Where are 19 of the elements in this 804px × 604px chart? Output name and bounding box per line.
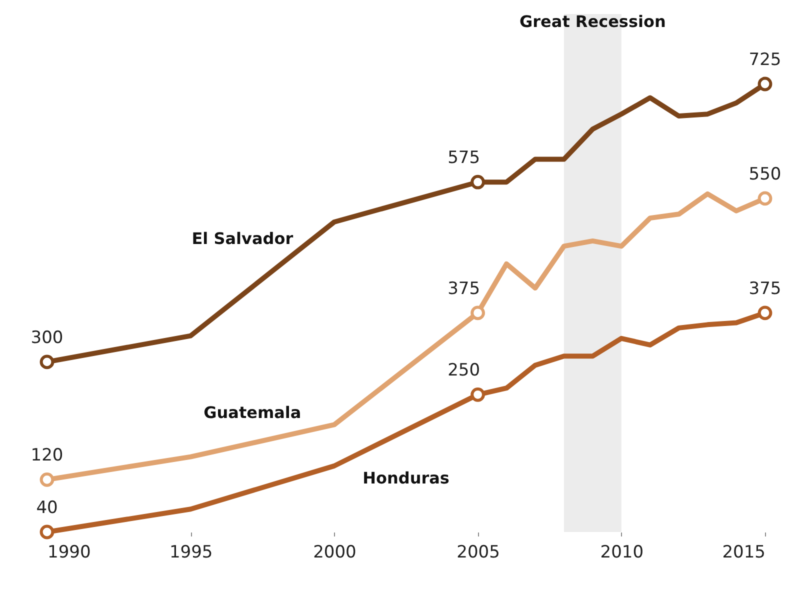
- series-label: El Salvador: [192, 228, 294, 248]
- data-label: 375: [448, 278, 480, 299]
- x-tick-label: 1995: [169, 542, 213, 562]
- data-label: 40: [36, 498, 58, 518]
- x-tick-label: 2005: [456, 542, 500, 562]
- data-label: 375: [748, 278, 782, 299]
- series-label: Honduras: [362, 468, 450, 488]
- data-label: 300: [30, 328, 64, 348]
- x-tick-label: 2000: [313, 542, 356, 562]
- series-label: Guatemala: [204, 402, 302, 422]
- x-tick-label: 2015: [722, 542, 766, 562]
- data-label: 550: [748, 164, 782, 184]
- band-label: Great Recession: [520, 12, 666, 31]
- data-label: 725: [748, 50, 782, 70]
- x-tick-label: 1990: [48, 542, 91, 562]
- x-tick-label: 2010: [600, 542, 644, 562]
- data-label: 120: [30, 446, 64, 466]
- data-label: 250: [448, 360, 480, 381]
- data-label: 575: [448, 148, 480, 168]
